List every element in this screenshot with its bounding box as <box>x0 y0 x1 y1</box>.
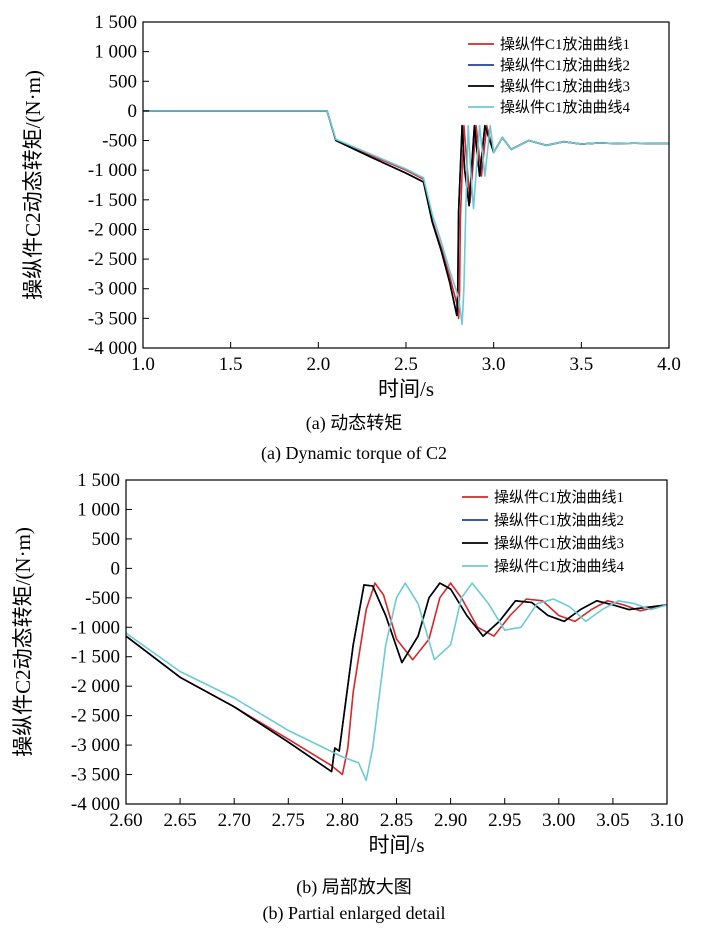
legend-label-2: 操纵件C1放油曲线2 <box>494 512 624 529</box>
x-tick-label: 3.5 <box>569 354 593 375</box>
caption-b-en: (b) Partial enlarged detail <box>262 903 446 923</box>
x-axis-title: 时间/s <box>378 377 434 401</box>
y-tick-label: 500 <box>109 71 138 92</box>
x-tick-label: 3.05 <box>596 810 629 831</box>
series-line-1 <box>126 582 667 776</box>
y-tick-label: -1 500 <box>88 190 137 211</box>
y-tick-label: -3 000 <box>71 735 120 756</box>
y-tick-label: -1 000 <box>71 617 120 638</box>
y-tick-label: 0 <box>111 558 121 579</box>
series-line-1 <box>143 110 669 320</box>
legend-label-3: 操纵件C1放油曲线3 <box>500 78 630 95</box>
y-tick-label: -2 000 <box>88 219 137 240</box>
x-tick-label: 2.65 <box>163 810 196 831</box>
x-axis-title: 时间/s <box>368 833 424 857</box>
y-tick-label: -2 000 <box>71 676 120 697</box>
chart-partial-enlarged: 2.60 2.65 2.70 2.75 2.80 2.85 2.90 2.95 3.00 3.05… <box>11 470 684 857</box>
caption-a-en: (a) Dynamic torque of C2 <box>261 443 447 463</box>
legend-label-4: 操纵件C1放油曲线4 <box>494 558 625 575</box>
legend-label-3: 操纵件C1放油曲线3 <box>494 535 624 552</box>
y-tick-label: -1 500 <box>71 647 120 668</box>
y-axis-title: 操纵件C2动态转矩/(N·m) <box>21 70 45 300</box>
y-tick-label: 1 000 <box>77 499 120 520</box>
series-group <box>143 110 669 326</box>
y-tick-label: -500 <box>102 131 137 152</box>
y-tick-label: -3 500 <box>88 308 137 329</box>
x-tick-label: 1.0 <box>131 354 155 375</box>
x-tick-label: 1.5 <box>219 354 243 375</box>
y-tick-label: 1 500 <box>77 470 120 491</box>
x-tick-label: 2.75 <box>272 810 305 831</box>
series-line-2 <box>126 582 667 773</box>
y-axis-title: 操纵件C2动态转矩/(N·m) <box>11 527 35 757</box>
y-tick-label: -3 000 <box>88 279 137 300</box>
x-tick-label: 3.10 <box>650 810 683 831</box>
x-tick-label: 2.70 <box>218 810 251 831</box>
legend-label-1: 操纵件C1放油曲线1 <box>494 489 624 506</box>
y-tick-label: -2 500 <box>71 706 120 727</box>
y-tick-label: 1 500 <box>94 12 137 33</box>
y-tick-label: -4 000 <box>71 794 120 815</box>
legend-label-4: 操纵件C1放油曲线4 <box>500 99 631 116</box>
x-tick-label: 2.95 <box>488 810 521 831</box>
y-tick-label: -4 000 <box>88 338 137 359</box>
y-tick-label: -500 <box>85 588 120 609</box>
series-line-4 <box>126 582 667 782</box>
x-tick-label: 3.0 <box>482 354 506 375</box>
legend-label-1: 操纵件C1放油曲线1 <box>500 36 630 53</box>
series-line-2 <box>143 110 669 317</box>
series-line-4 <box>143 110 669 326</box>
series-line-3 <box>143 110 669 317</box>
x-tick-label: 2.85 <box>380 810 413 831</box>
y-tick-label: 0 <box>128 101 138 122</box>
y-tick-label: -3 500 <box>71 765 120 786</box>
caption-a-cn: (a) 动态转矩 <box>305 413 403 433</box>
legend-label-2: 操纵件C1放油曲线2 <box>500 57 630 74</box>
series-group <box>126 582 667 782</box>
x-tick-label: 3.00 <box>542 810 575 831</box>
x-tick-label: 2.60 <box>109 810 142 831</box>
legend: 操纵件C1放油曲线1 操纵件C1放油曲线2 操纵件C1放油曲线3 操纵件C1放油曲线4 <box>462 489 625 575</box>
x-tick-label: 2.90 <box>434 810 467 831</box>
y-tick-label: 1 000 <box>94 42 137 63</box>
caption-b-cn: (b) 局部放大图 <box>296 877 412 897</box>
y-tick-label: -2 500 <box>88 249 137 270</box>
x-tick-label: 2.5 <box>394 354 418 375</box>
y-tick-label: -1 000 <box>88 160 137 181</box>
x-tick-label: 2.0 <box>306 354 330 375</box>
chart-dynamic-torque: 1.0 1.5 2.0 2.5 3.0 3.5 4.0 1 500 1 000 500 0 -500 -… <box>21 12 681 401</box>
x-tick-label: 4.0 <box>657 354 681 375</box>
y-tick-label: 500 <box>92 529 121 550</box>
legend: 操纵件C1放油曲线1 操纵件C1放油曲线2 操纵件C1放油曲线3 操纵件C1放油曲线4 <box>468 36 631 116</box>
series-line-3 <box>126 582 667 773</box>
x-tick-label: 2.80 <box>326 810 359 831</box>
